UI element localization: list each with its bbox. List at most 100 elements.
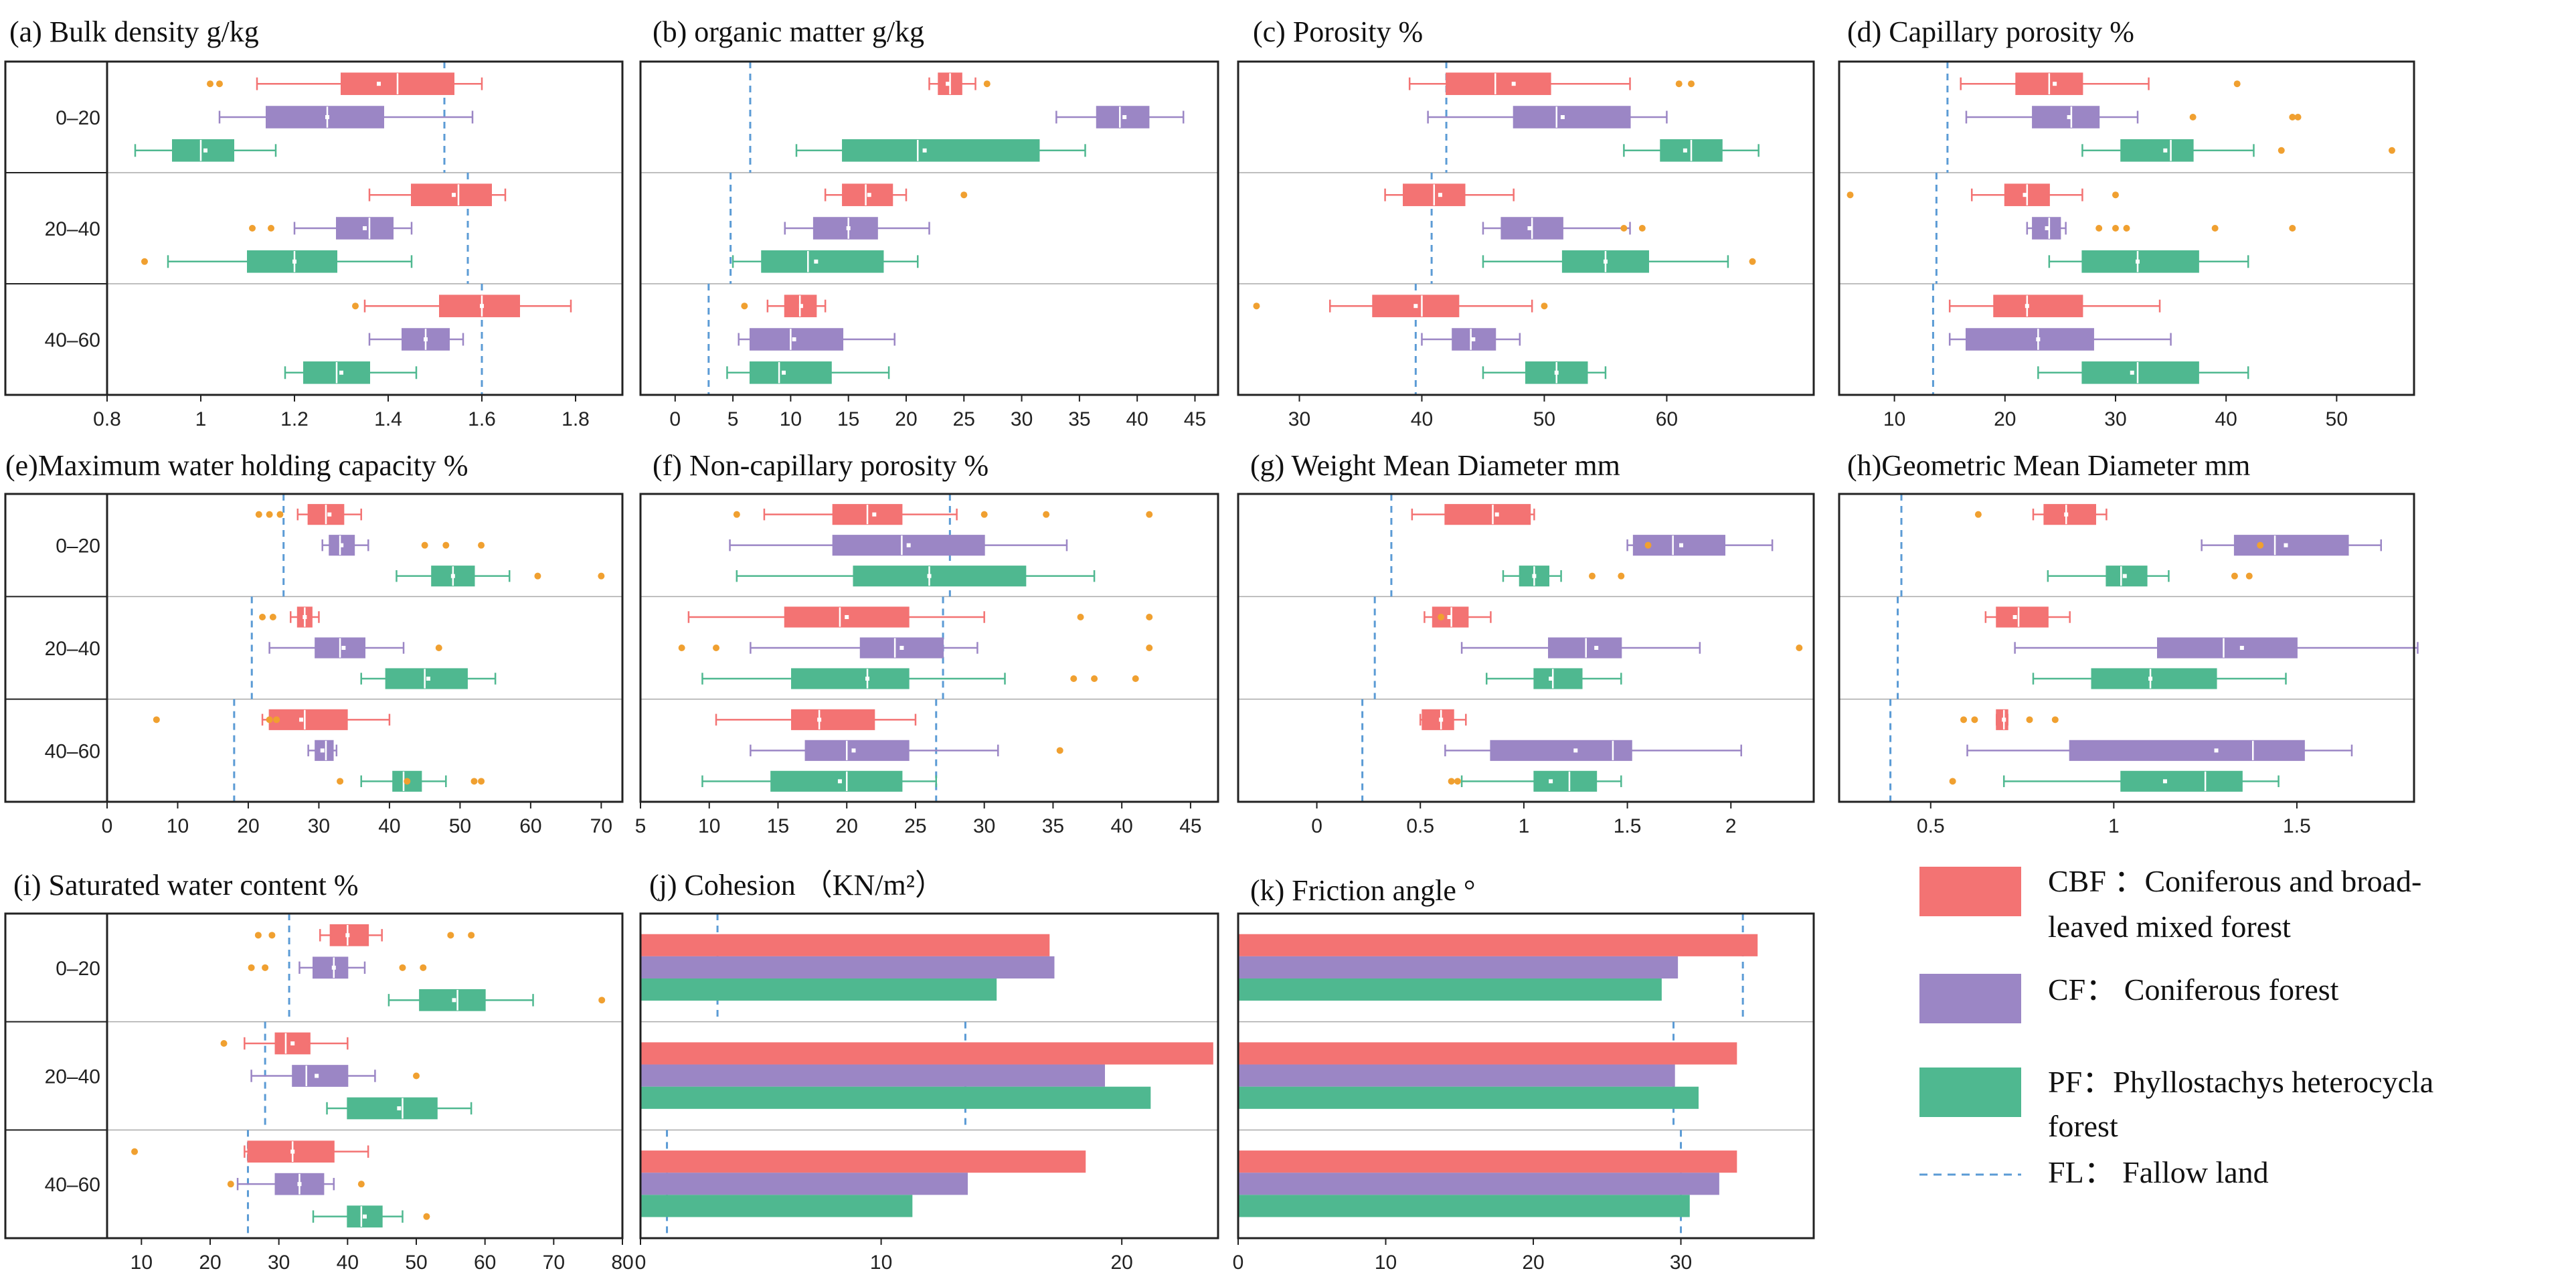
outlier-point: [2294, 114, 2302, 120]
x-tick-label: 40: [1411, 408, 1433, 430]
x-tick-label: 30: [308, 815, 330, 837]
panel-outer-frame: [4, 60, 624, 396]
box-mean: [303, 615, 307, 619]
box-mean: [320, 748, 325, 753]
box-pf: [1533, 770, 1598, 792]
x-tick-label: 5: [635, 815, 647, 837]
outlier-point: [227, 1181, 234, 1188]
x-tick-label: 10: [167, 815, 189, 837]
legend-label: CBF ：Coniferous and broad-: [2048, 864, 2421, 898]
panel-j: (j) Cohesion （KN/m²） 0 10 20: [635, 869, 1219, 1274]
box-mean: [1532, 574, 1537, 578]
outlier-point: [1974, 511, 1982, 518]
bar-pf: [640, 978, 997, 1001]
box-pf: [2106, 566, 2148, 587]
box-mean: [867, 193, 871, 197]
outlier-point: [249, 225, 256, 232]
box-mean: [2012, 615, 2017, 619]
box-pf: [761, 250, 884, 273]
box-mean: [1494, 512, 1499, 517]
box-pf: [2120, 770, 2243, 792]
bar-pf: [1238, 1195, 1690, 1217]
box-mean: [292, 259, 296, 264]
bar-pf: [640, 1086, 1151, 1109]
x-tick-label: 30: [268, 1252, 290, 1274]
legend: CBF ：Coniferous and broad-leaved mixed f…: [1919, 864, 2433, 1189]
panel-outer-frame: [4, 493, 624, 803]
box-mean: [1573, 748, 1578, 753]
legend-swatch-pf: [1919, 1068, 2021, 1117]
box-mean: [2239, 646, 2244, 650]
box-cf: [749, 328, 844, 351]
outlier-point: [266, 716, 273, 723]
outlier-point: [352, 303, 359, 310]
depth-label: 0–20: [56, 958, 100, 980]
x-tick-label: 50: [449, 815, 471, 837]
outlier-point: [1618, 572, 1625, 580]
x-tick-label: 15: [837, 408, 859, 430]
x-tick-label: 30: [973, 815, 995, 837]
outlier-point: [1070, 675, 1078, 682]
box-mean: [1447, 615, 1452, 619]
box-cf: [2032, 106, 2100, 129]
x-tick-label: 60: [474, 1252, 496, 1274]
box-mean: [480, 304, 484, 309]
outlier-point: [1644, 541, 1652, 549]
box-cf: [2069, 740, 2305, 761]
bar-cf: [1238, 956, 1679, 978]
box-mean: [2122, 574, 2127, 578]
x-tick-label: 60: [519, 815, 541, 837]
x-tick-label: 50: [2326, 408, 2348, 430]
plot-frame: [1237, 493, 1815, 803]
plot-frame: [1237, 60, 1815, 396]
outlier-point: [2112, 225, 2119, 232]
x-tick-label: 35: [1042, 815, 1064, 837]
outlier-point: [2211, 225, 2219, 232]
x-tick-label: 20: [895, 408, 917, 430]
bar-pf: [1238, 978, 1662, 1001]
depth-label: 40–60: [45, 740, 100, 762]
box-pf: [2081, 250, 2199, 273]
box-cbf: [791, 709, 875, 730]
outlier-point: [268, 932, 276, 939]
x-tick-label: 20: [1994, 408, 2016, 430]
x-tick-label: 20: [1522, 1252, 1544, 1274]
legend-label: PF：Phyllostachys heterocycla: [2048, 1065, 2433, 1099]
box-cf: [2233, 535, 2349, 556]
panel-a: (a) Bulk density g/kg 0–20 20–40 40–60 0.8 1 1…: [4, 15, 624, 430]
outlier-point: [2112, 191, 2119, 199]
box-mean: [1438, 193, 1442, 197]
x-tick-label: 1.8: [562, 408, 590, 430]
outlier-point: [2123, 225, 2130, 232]
box-mean: [1594, 646, 1599, 650]
box-cbf: [1444, 504, 1531, 525]
x-tick-label: 70: [543, 1252, 565, 1274]
outlier-point: [1688, 80, 1695, 88]
box-cbf: [1422, 709, 1454, 730]
bar-cbf: [640, 1042, 1213, 1065]
box-mean: [851, 748, 856, 753]
box-mean: [2162, 779, 2167, 784]
box-mean: [2002, 717, 2006, 722]
bar-pf: [1238, 1086, 1699, 1109]
x-tick-label: 1: [1519, 815, 1530, 837]
outlier-point: [534, 572, 541, 580]
box-cf: [1513, 106, 1631, 129]
box-mean: [345, 933, 350, 938]
x-tick-label: 40: [378, 815, 400, 837]
depth-label: 40–60: [45, 1174, 100, 1196]
box-mean: [1683, 148, 1687, 153]
box-mean: [452, 998, 456, 1003]
outlier-point: [2289, 114, 2296, 120]
box-mean: [452, 193, 456, 197]
box-cf: [292, 1065, 349, 1087]
bar-cbf: [1238, 1150, 1737, 1173]
panel-b: (b) organic matter g/kg 0 5 10 15 20 25 30 35 40 4…: [639, 15, 1219, 430]
box-cbf: [1446, 72, 1551, 95]
box-cf: [266, 106, 384, 129]
panel-d: (d) Capillary porosity % 10 20 30 40 50: [1838, 15, 2415, 430]
box-cbf: [1993, 294, 2083, 317]
outlier-point: [2289, 225, 2296, 232]
outlier-point: [421, 541, 428, 549]
panel-title: (b) organic matter g/kg: [653, 15, 924, 48]
